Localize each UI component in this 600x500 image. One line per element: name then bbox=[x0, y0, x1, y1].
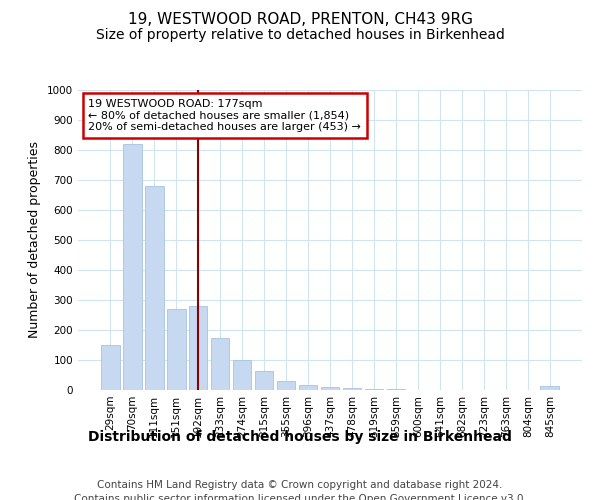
Bar bbox=[386, 389, 405, 390]
Bar bbox=[365, 388, 383, 390]
Bar bbox=[541, 386, 559, 390]
Text: Contains HM Land Registry data © Crown copyright and database right 2024.
Contai: Contains HM Land Registry data © Crown c… bbox=[74, 480, 526, 500]
Text: 19 WESTWOOD ROAD: 177sqm
← 80% of detached houses are smaller (1,854)
20% of sem: 19 WESTWOOD ROAD: 177sqm ← 80% of detach… bbox=[88, 99, 361, 132]
Bar bbox=[299, 384, 317, 390]
Bar bbox=[101, 345, 119, 390]
Bar bbox=[167, 309, 185, 390]
Bar bbox=[343, 388, 361, 390]
Y-axis label: Number of detached properties: Number of detached properties bbox=[28, 142, 41, 338]
Bar bbox=[211, 338, 229, 390]
Bar bbox=[320, 387, 340, 390]
Bar bbox=[145, 186, 164, 390]
Text: 19, WESTWOOD ROAD, PRENTON, CH43 9RG: 19, WESTWOOD ROAD, PRENTON, CH43 9RG bbox=[128, 12, 473, 28]
Text: Size of property relative to detached houses in Birkenhead: Size of property relative to detached ho… bbox=[95, 28, 505, 42]
Bar bbox=[277, 381, 295, 390]
Bar bbox=[255, 370, 274, 390]
Bar bbox=[189, 306, 208, 390]
Bar bbox=[233, 360, 251, 390]
Bar bbox=[123, 144, 142, 390]
Text: Distribution of detached houses by size in Birkenhead: Distribution of detached houses by size … bbox=[88, 430, 512, 444]
